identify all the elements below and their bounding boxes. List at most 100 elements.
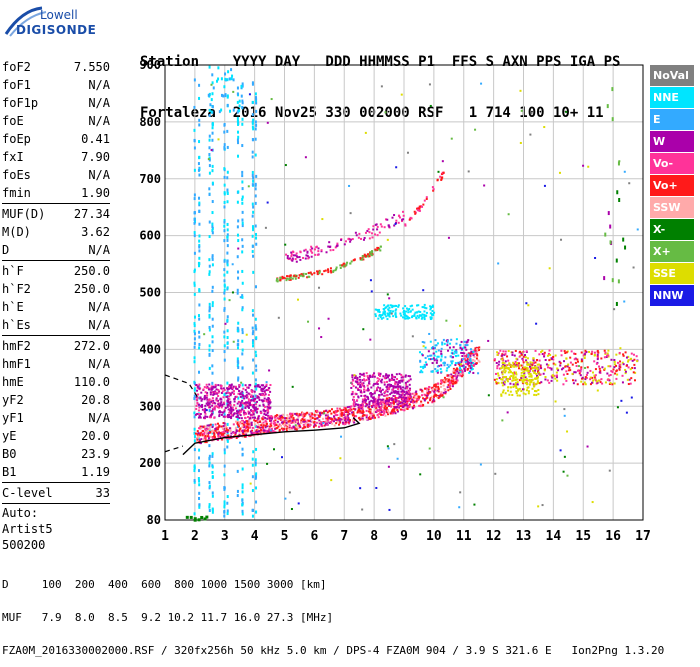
echo-point <box>241 82 244 86</box>
echo-point <box>596 356 599 359</box>
echo-point <box>621 361 624 364</box>
echo-point <box>240 404 243 407</box>
echo-point <box>350 386 353 389</box>
echo-point <box>541 504 544 507</box>
echo-point <box>265 422 268 425</box>
echo-point <box>430 316 433 319</box>
echo-point <box>400 394 403 397</box>
echo-point <box>252 270 255 274</box>
echo-point <box>384 218 387 221</box>
echo-point <box>267 389 270 392</box>
echo-point <box>195 440 198 443</box>
echo-point <box>468 361 471 364</box>
echo-point <box>503 353 506 356</box>
echo-point <box>229 409 232 412</box>
echo-point <box>354 377 357 380</box>
echo-point <box>537 505 540 508</box>
echo-point <box>334 246 337 249</box>
echo-point <box>406 398 409 401</box>
echo-point <box>262 384 265 387</box>
echo-point <box>384 405 387 408</box>
echo-point <box>630 377 633 380</box>
echo-point <box>379 390 382 393</box>
echo-point <box>474 352 477 355</box>
echo-point <box>604 381 607 384</box>
echo-point <box>255 432 258 435</box>
echo-point <box>507 359 510 362</box>
param-row: C-level 33 <box>2 484 110 502</box>
echo-point <box>207 432 210 435</box>
echo-point <box>452 370 455 373</box>
echo-point <box>388 297 391 300</box>
echo-point <box>596 381 599 384</box>
param-value: N/A <box>88 114 110 128</box>
echo-point <box>498 360 501 363</box>
echo-point <box>543 351 546 354</box>
echo-point <box>234 385 237 388</box>
echo-point <box>537 393 540 396</box>
x-tick-label: 5 <box>281 529 289 544</box>
echo-point <box>348 184 351 187</box>
echo-point <box>580 380 583 383</box>
echo-point <box>230 383 233 386</box>
echo-point <box>556 374 559 377</box>
echo-point <box>256 430 259 433</box>
echo-point <box>210 388 213 391</box>
echo-point <box>621 381 624 384</box>
echo-point <box>387 447 390 450</box>
echo-point <box>538 359 541 362</box>
echo-point <box>595 379 598 382</box>
echo-point <box>527 390 530 393</box>
echo-point <box>242 394 245 397</box>
echo-point <box>262 416 265 419</box>
echo-point <box>576 360 579 363</box>
echo-point <box>325 419 328 422</box>
echo-point <box>253 400 256 403</box>
echo-point <box>268 425 271 428</box>
param-value: 27.34 <box>73 207 110 221</box>
echo-point <box>254 194 257 198</box>
echo-point <box>227 398 230 401</box>
echo-point <box>308 413 311 416</box>
echo-point <box>449 364 452 367</box>
echo-point <box>211 409 214 412</box>
echo-point <box>380 401 383 404</box>
echo-point <box>326 417 329 420</box>
echo-point <box>262 409 265 412</box>
echo-point <box>529 367 532 370</box>
echo-point <box>241 238 244 242</box>
echo-point <box>217 402 220 405</box>
echo-point <box>366 403 369 406</box>
echo-point <box>531 378 534 381</box>
echo-point <box>434 385 437 388</box>
echo-point <box>193 415 196 419</box>
echo-point <box>213 435 216 438</box>
echo-point <box>469 355 472 358</box>
echo-point <box>406 407 409 410</box>
echo-point <box>203 433 206 436</box>
echo-point <box>198 370 201 374</box>
echo-point <box>208 444 211 448</box>
echo-point <box>200 391 203 394</box>
echo-point <box>439 367 442 370</box>
echo-point <box>289 278 292 281</box>
echo-point <box>517 388 520 391</box>
echo-point <box>616 373 619 376</box>
echo-point <box>223 388 226 391</box>
echo-point <box>224 425 227 428</box>
echo-point <box>241 84 244 88</box>
echo-point <box>551 376 554 379</box>
echo-point <box>230 415 233 418</box>
echo-point <box>223 350 226 354</box>
echo-point <box>295 413 298 416</box>
echo-point <box>243 402 246 405</box>
echo-point <box>440 370 443 373</box>
echo-point <box>356 403 359 406</box>
echo-point <box>238 409 241 412</box>
echo-point <box>365 416 368 419</box>
echo-point <box>211 404 214 407</box>
param-label: foEs <box>2 168 31 182</box>
echo-point <box>255 174 258 178</box>
echo-point <box>435 390 438 393</box>
echo-point <box>372 414 375 417</box>
